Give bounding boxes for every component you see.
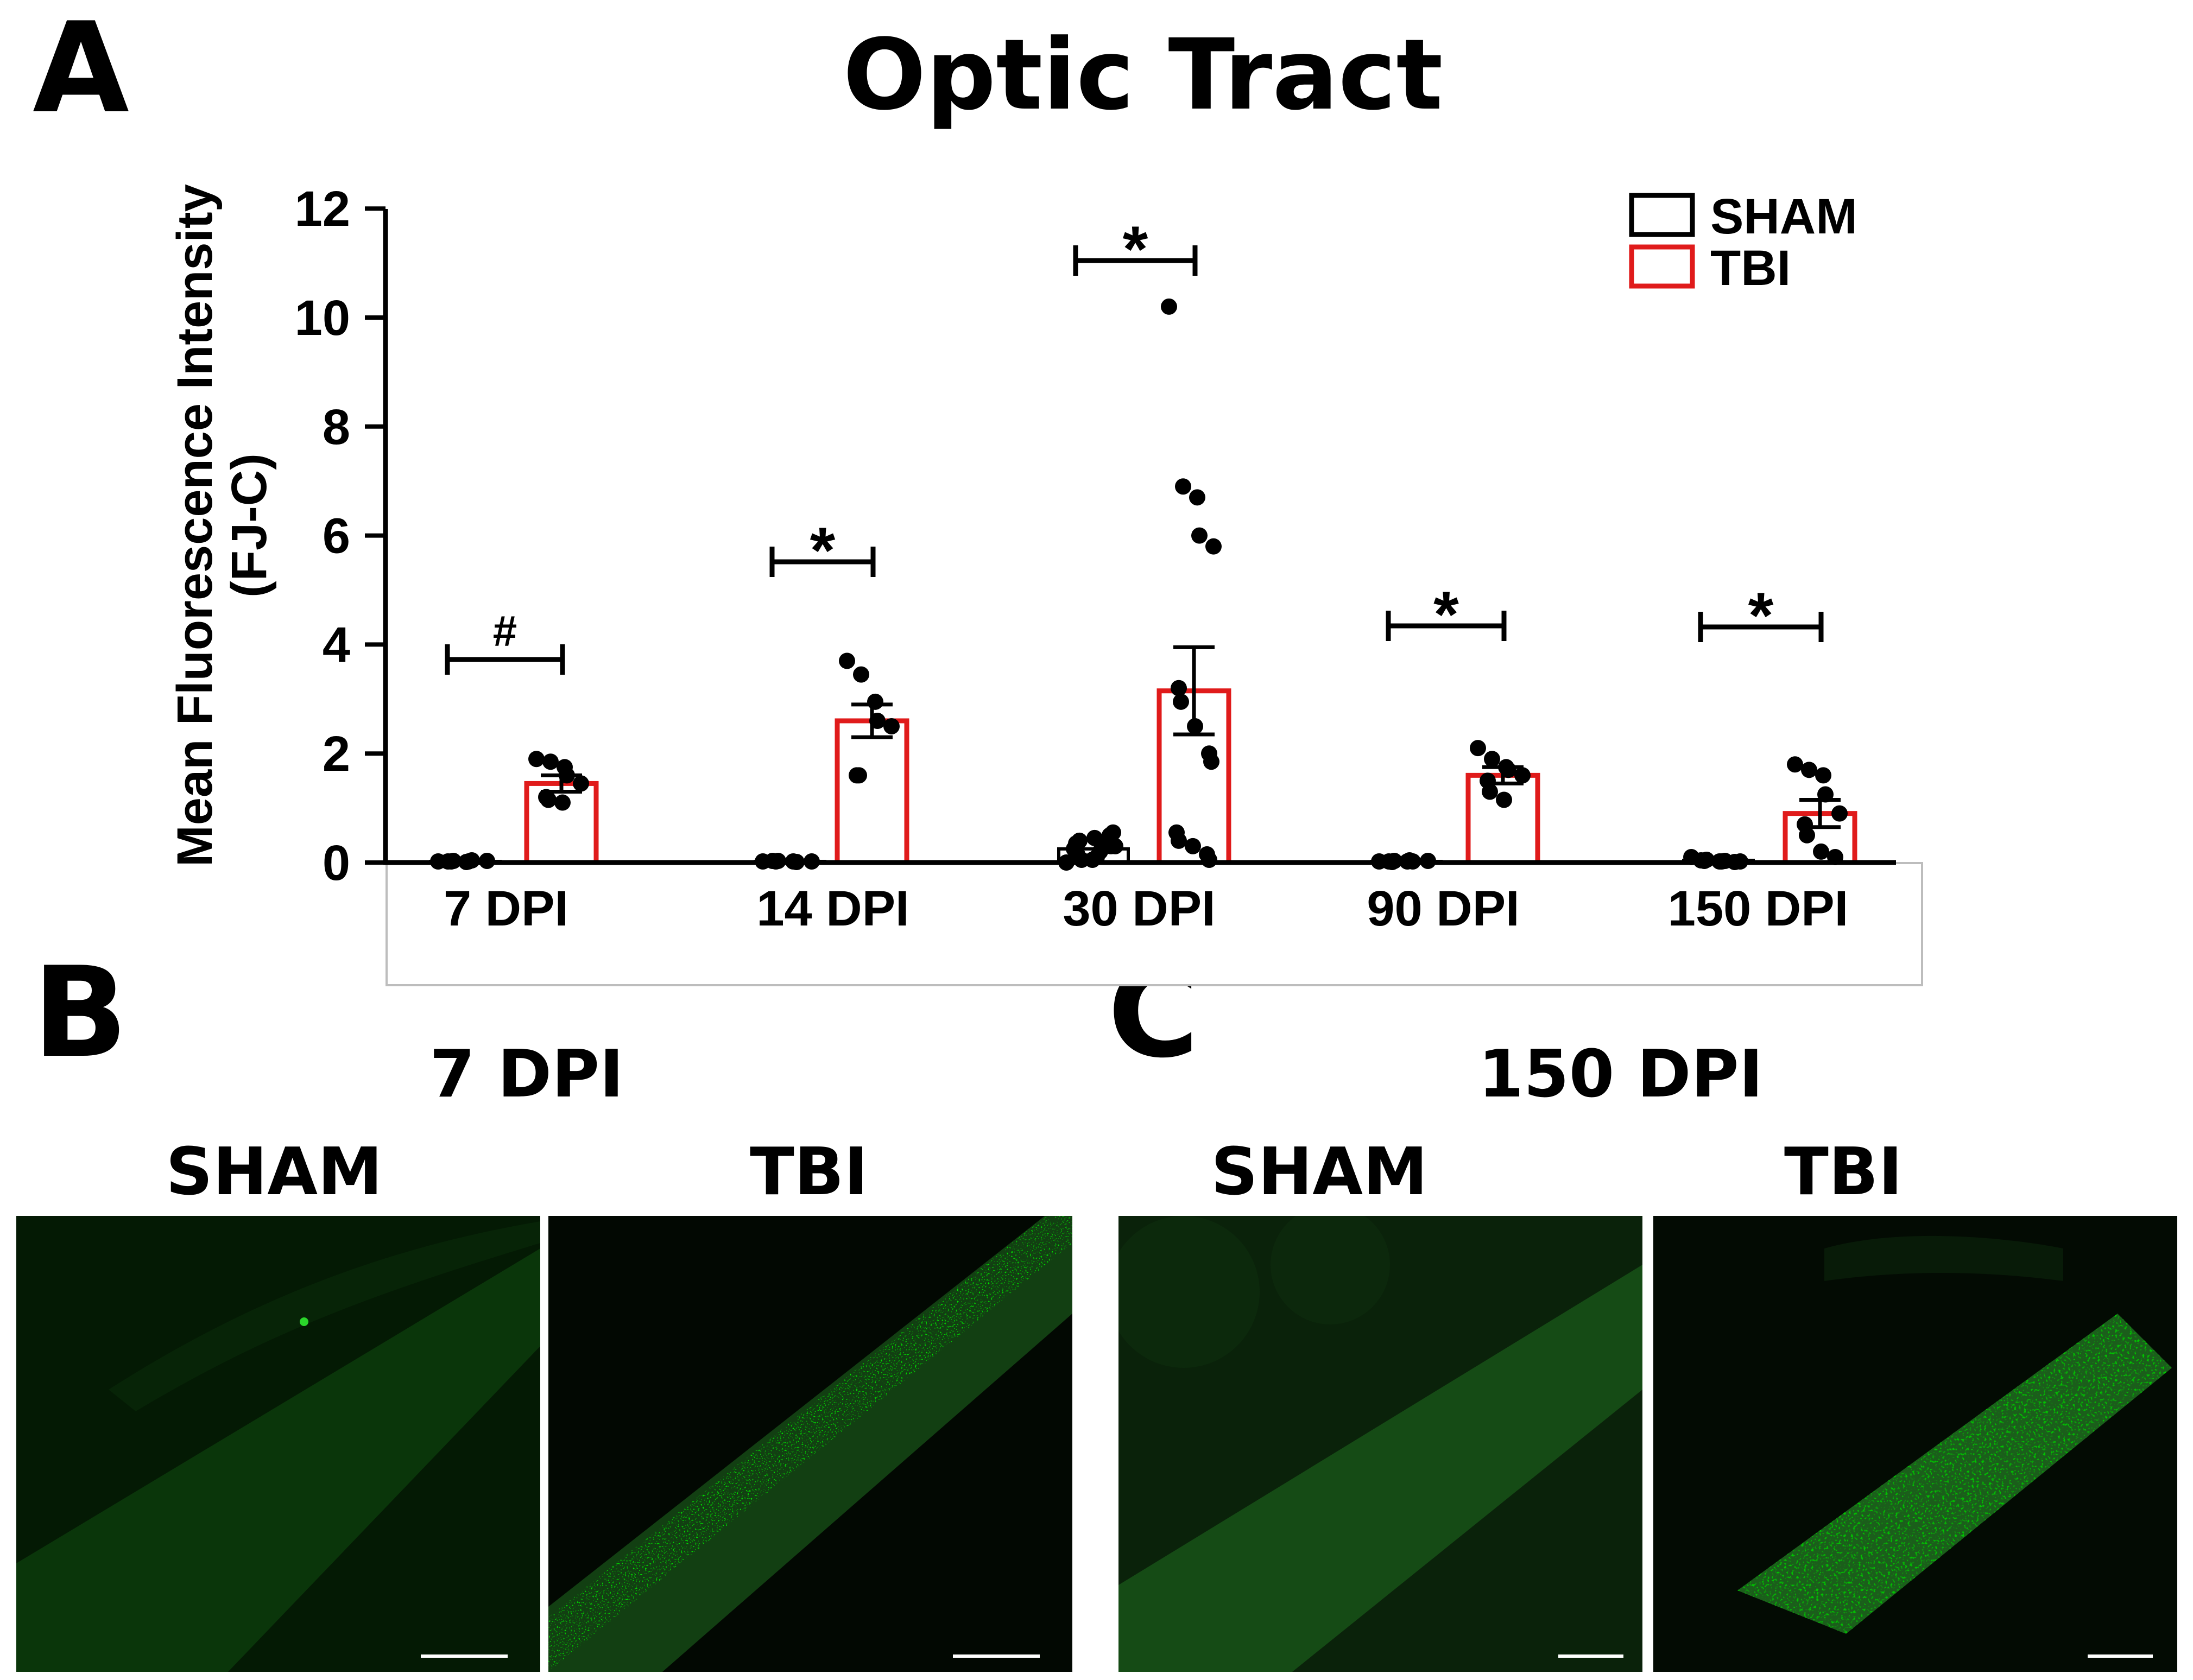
significance-label: # [493,607,517,655]
y-tick-label: 8 [323,400,350,455]
point-sham [1084,851,1101,868]
error-bars-layer [541,645,1841,829]
y-tick-label: 6 [323,509,350,564]
point-tbi [1201,851,1217,868]
point-tbi [573,775,589,792]
category-label: 14 DPI [756,881,909,936]
point-tbi [1799,827,1815,844]
point-tbi [1185,838,1201,854]
point-tbi [1801,762,1817,778]
category-label: 150 DPI [1668,881,1848,936]
y-axis-ticks: 0 2 4 6 8 10 12 [295,181,385,891]
chart-title: Optic Tract [843,18,1443,132]
point-tbi [542,753,559,770]
point-sham [1086,829,1103,846]
category-label: 7 DPI [444,881,568,936]
bar-tbi [835,718,909,865]
y-tick-label: 4 [323,617,350,673]
x-axis-categories: 7 DPI 14 DPI 30 DPI 90 DPI 150 DPI [444,881,1848,936]
point-tbi [1205,538,1222,555]
micrograph-7dpi-tbi [548,1216,1072,1672]
point-tbi [540,791,557,808]
legend-label-sham: SHAM [1710,189,1857,244]
point-tbi [883,718,900,734]
point-tbi [1514,767,1531,784]
point-tbi [1787,756,1803,773]
point-tbi [867,693,883,710]
point-sham [1069,846,1085,863]
point-sham [1103,838,1119,854]
micrograph-150dpi-tbi [1653,1216,2177,1672]
point-tbi [853,666,869,683]
point-tbi [1171,832,1187,849]
panel-c-timepoint: 150 DPI [1478,1037,1763,1112]
point-tbi [1173,693,1189,710]
point-tbi [554,794,571,811]
significance-label: * [810,514,836,587]
legend-swatch-tbi [1629,244,1695,289]
point-tbi [1815,767,1831,784]
panel-b-timepoint: 7 DPI [429,1037,623,1112]
point-tbi [1831,805,1848,822]
legend: SHAM TBI [1629,189,1857,296]
micrograph-7dpi-sham [16,1216,540,1672]
significance-label: * [1748,579,1774,652]
category-label: 90 DPI [1367,881,1519,936]
panel-b-sham-label: SHAM [166,1134,382,1210]
panel-a-letter: A [33,0,129,141]
panel-c-sham-label: SHAM [1211,1134,1427,1210]
point-tbi [1161,298,1177,315]
point-tbi [839,652,855,669]
significance-label: * [1123,213,1148,286]
category-label: 30 DPI [1063,881,1215,936]
point-tbi [851,767,867,784]
point-tbi [1813,843,1829,860]
y-axis-label-line2: (FJ-C) [222,453,277,598]
significance-label: * [1433,578,1459,651]
point-tbi [1191,527,1208,544]
panel-b-tbi-label: TBI [750,1134,868,1210]
point-tbi [1496,791,1512,808]
x-axis-label-frame [385,862,1923,986]
micrograph-150dpi-sham [1118,1216,1642,1672]
significance-layer: # * * * * [445,213,1824,675]
point-tbi [1175,478,1191,495]
point-tbi [1484,751,1500,768]
y-axis-label-line1: Mean Fluorescence Intensity [167,184,223,867]
panel-c-tbi-label: TBI [1784,1134,1903,1210]
y-tick-label: 12 [295,181,350,237]
points-layer [430,298,1848,871]
point-tbi [1171,680,1187,696]
point-tbi [1470,740,1486,757]
panel-b-letter: B [33,941,128,1086]
point-tbi [1189,489,1205,506]
y-tick-label: 2 [323,726,350,782]
bar-tbi [1465,772,1540,865]
y-tick-label: 10 [295,290,350,346]
legend-label-tbi: TBI [1710,240,1791,296]
point-tbi [1203,753,1219,770]
point-tbi [528,751,545,768]
legend-swatch-sham [1629,193,1695,237]
point-tbi [1482,783,1498,800]
y-tick-label: 0 [323,835,350,891]
bars-layer [429,688,1857,865]
